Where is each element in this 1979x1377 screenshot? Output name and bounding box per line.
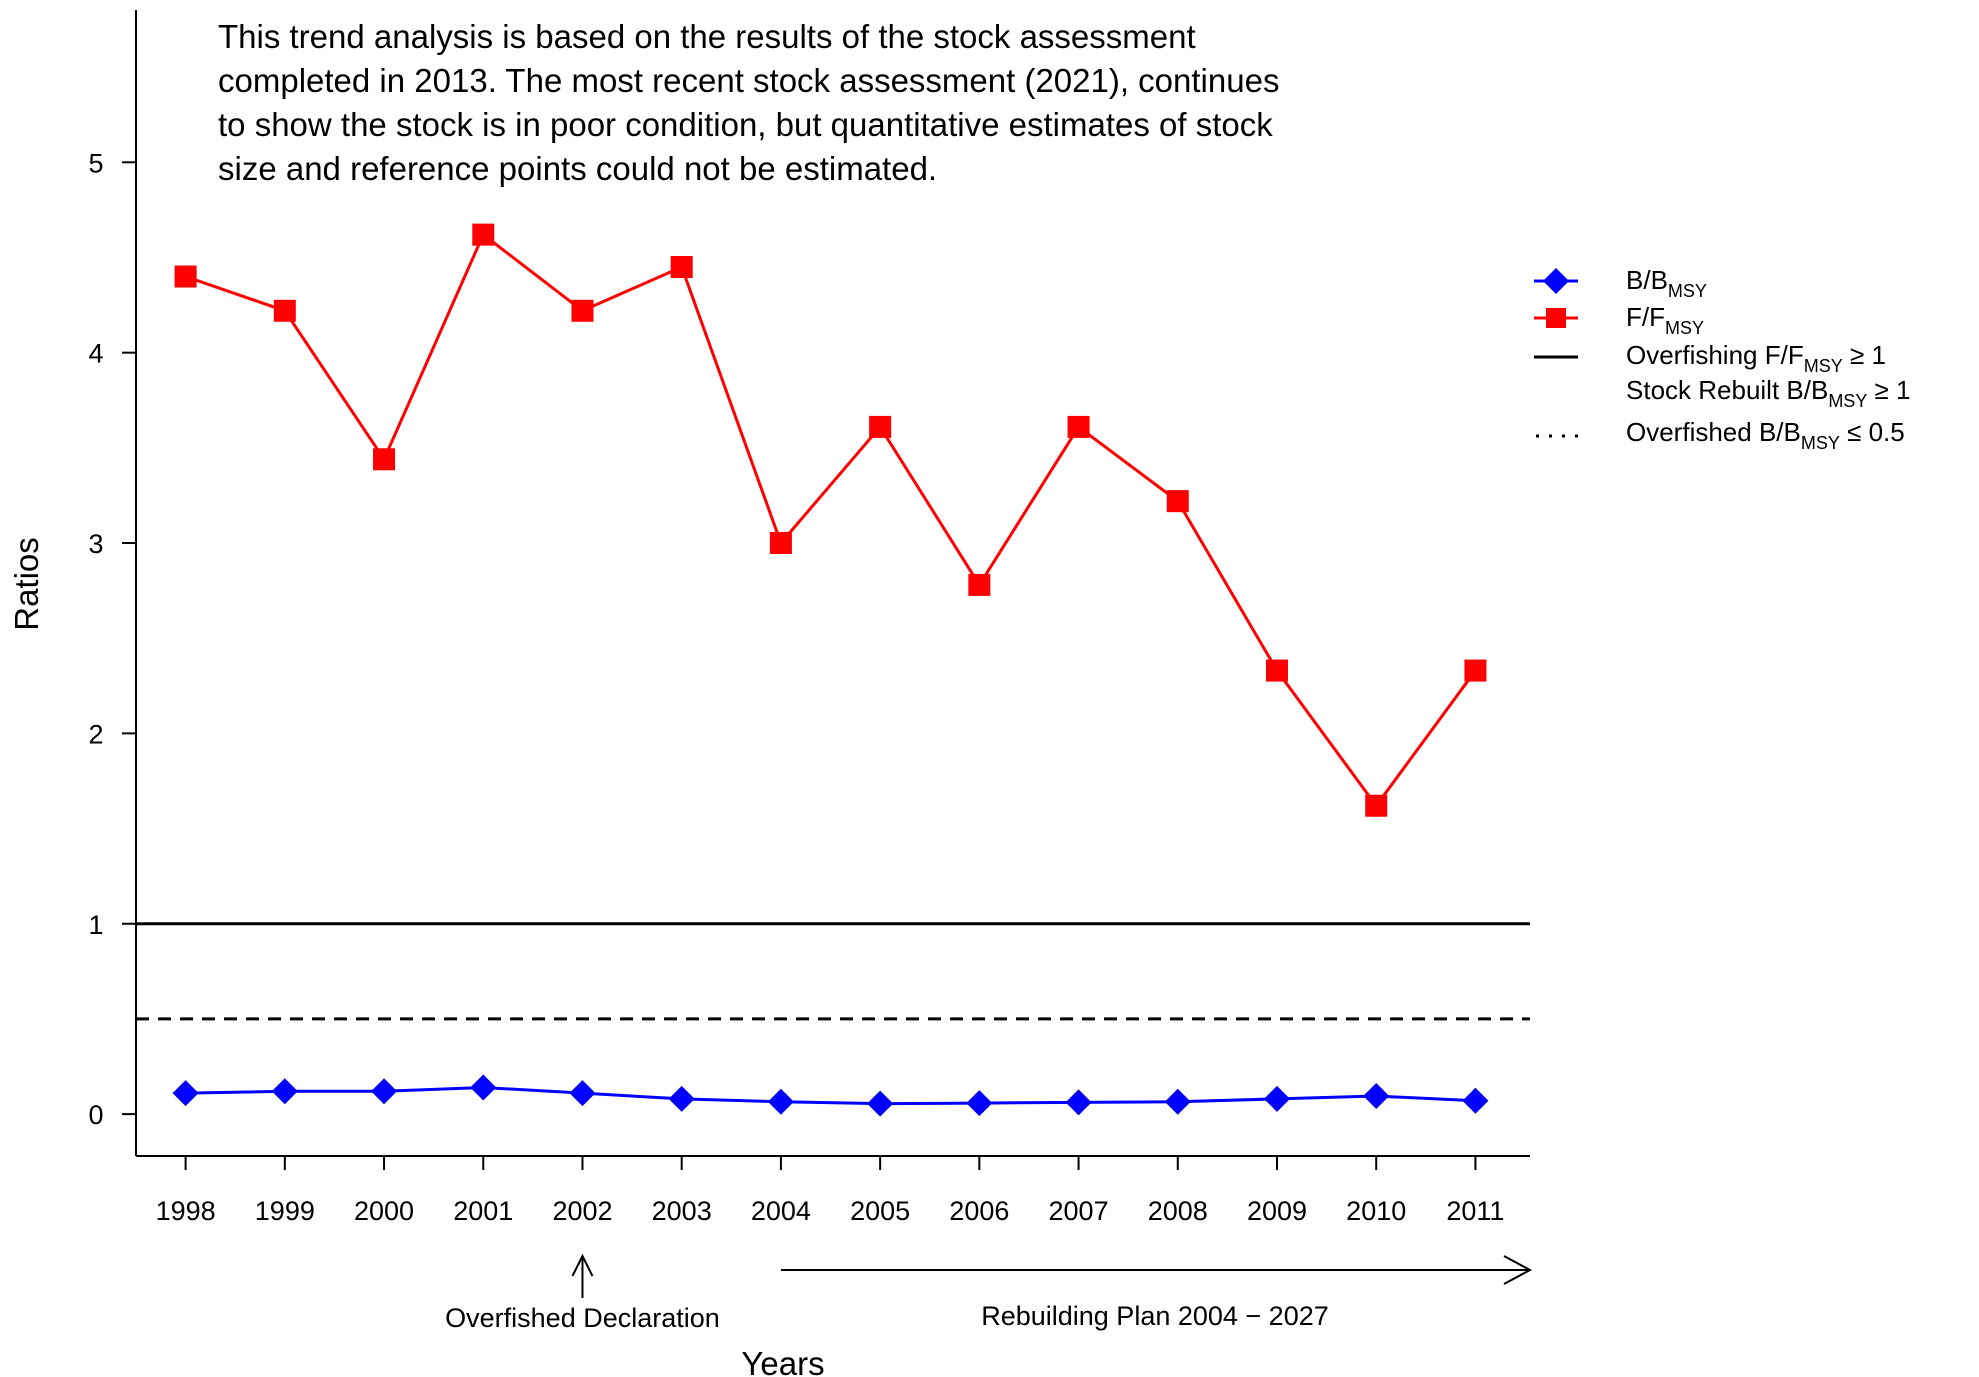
data-point-diamond	[470, 1074, 497, 1101]
series-layer	[172, 223, 1489, 1117]
data-point-diamond	[1164, 1088, 1191, 1115]
declaration-arrow	[571, 1253, 594, 1298]
data-point-square	[1265, 659, 1288, 682]
data-point-diamond	[569, 1080, 596, 1107]
x-axis-title: Years	[741, 1345, 824, 1377]
data-point-diamond	[371, 1078, 398, 1105]
note-line: size and reference points could not be e…	[218, 150, 937, 187]
data-point-diamond	[767, 1088, 794, 1115]
legend-label-f: F/FMSY	[1626, 302, 1704, 338]
x-tick-label: 2009	[1247, 1196, 1307, 1226]
x-tick-label: 2003	[652, 1196, 712, 1226]
data-point-square	[1166, 490, 1189, 513]
x-tick-label: 2000	[354, 1196, 414, 1226]
data-point-diamond	[966, 1090, 993, 1117]
data-point-diamond	[1462, 1087, 1489, 1114]
legend-label-rebuilt: Stock Rebuilt B/BMSY ≥ 1	[1626, 375, 1911, 411]
overfished-declaration-label: Overfished Declaration	[445, 1303, 720, 1333]
legend-label-overfishing: Overfishing F/FMSY ≥ 1	[1626, 340, 1886, 376]
rebuilding-plan-label: Rebuilding Plan 2004 − 2027	[981, 1301, 1329, 1331]
data-point-square	[670, 255, 693, 278]
data-point-diamond	[1363, 1083, 1390, 1110]
data-point-square	[571, 299, 594, 322]
legend-b-diamond	[1543, 268, 1569, 294]
y-tick-label: 2	[88, 719, 103, 749]
x-tick-label: 2010	[1346, 1196, 1406, 1226]
legend-entry-overfishing: Overfishing F/FMSY ≥ 1	[1534, 340, 1886, 376]
legend-label-b: B/BMSY	[1626, 265, 1707, 301]
x-tick-label: 1999	[255, 1196, 315, 1226]
legend-f-square	[1546, 308, 1566, 328]
assessment-note: This trend analysis is based on the resu…	[218, 18, 1279, 187]
x-tick-label: 1998	[156, 1196, 216, 1226]
series-line	[185, 232, 1477, 809]
x-tick-label: 2011	[1446, 1196, 1504, 1226]
data-point-square	[1067, 415, 1090, 438]
legend-entry-f-fmsy: F/FMSY	[1534, 302, 1704, 338]
data-point-diamond	[1263, 1085, 1290, 1112]
legend-entry-rebuilt: Stock Rebuilt B/BMSY ≥ 1	[1626, 375, 1911, 411]
axes: 0 1 2 3 4 5 1998 1999 2000 2001 2002 2003 2004 2005 20…	[88, 10, 1530, 1226]
legend: B/BMSY F/FMSY Overfishing F/FMSY ≥ 1 Sto…	[1534, 265, 1911, 453]
y-tick-label: 0	[88, 1100, 103, 1130]
legend-entry-overfished: Overfished B/BMSY ≤ 0.5	[1536, 417, 1905, 453]
data-point-diamond	[1065, 1089, 1092, 1116]
data-point-diamond	[867, 1090, 894, 1117]
note-line: This trend analysis is based on the resu…	[218, 18, 1196, 55]
y-tick-label: 4	[88, 339, 103, 369]
y-tick-label: 3	[88, 529, 103, 559]
rebuilding-arrow	[780, 1255, 1533, 1285]
data-point-square	[472, 223, 495, 246]
data-point-square	[1365, 794, 1388, 817]
x-tick-label: 2008	[1148, 1196, 1208, 1226]
x-tick-label: 2006	[949, 1196, 1009, 1226]
legend-entry-b-bmsy: B/BMSY	[1534, 265, 1707, 301]
series-b-bmsy	[172, 1074, 1489, 1117]
data-point-square	[273, 299, 296, 322]
x-tick-label: 2005	[850, 1196, 910, 1226]
note-line: completed in 2013. The most recent stock…	[218, 62, 1279, 99]
data-point-diamond	[271, 1078, 298, 1105]
annotations: Overfished Declaration Rebuilding Plan 2…	[445, 1253, 1533, 1333]
data-point-square	[869, 415, 892, 438]
data-point-square	[1464, 659, 1487, 682]
data-point-diamond	[668, 1085, 695, 1112]
x-tick-label: 2007	[1049, 1196, 1109, 1226]
x-tick-label: 2001	[453, 1196, 513, 1226]
series-line	[185, 1085, 1476, 1106]
series-f-fmsy	[174, 223, 1487, 817]
data-point-square	[373, 448, 396, 471]
y-axis-title: Ratios	[8, 537, 45, 631]
note-line: to show the stock is in poor condition, …	[218, 106, 1273, 143]
reference-lines	[136, 922, 1530, 1021]
data-point-diamond	[172, 1080, 199, 1107]
y-tick-label: 5	[88, 148, 103, 178]
x-tick-label: 2002	[552, 1196, 612, 1226]
x-tick-label: 2004	[751, 1196, 811, 1226]
data-point-square	[174, 265, 197, 288]
data-point-square	[769, 532, 792, 555]
legend-label-overfished: Overfished B/BMSY ≤ 0.5	[1626, 417, 1905, 453]
data-point-square	[968, 573, 991, 596]
y-tick-label: 1	[88, 910, 103, 940]
